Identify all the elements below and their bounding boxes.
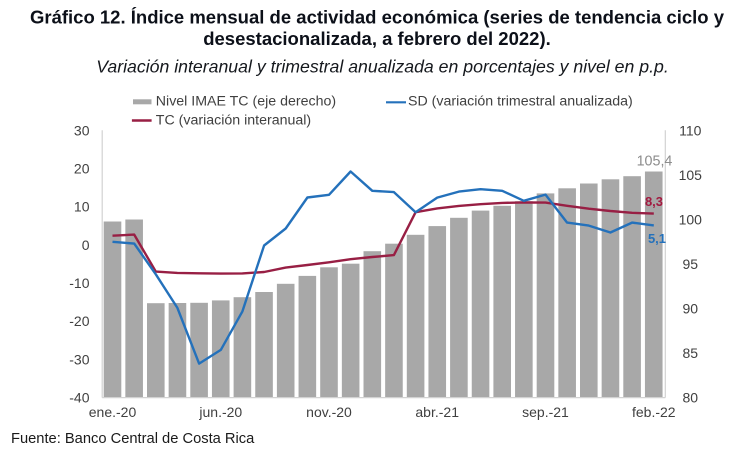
svg-text:feb.-22: feb.-22 <box>632 404 676 420</box>
svg-text:90: 90 <box>683 301 699 317</box>
svg-text:8,3: 8,3 <box>645 194 663 209</box>
svg-text:Nivel IMAE TC (eje derecho): Nivel IMAE TC (eje derecho) <box>156 94 336 110</box>
svg-text:-20: -20 <box>69 313 89 329</box>
svg-text:SD (variación trimestral anual: SD (variación trimestral anualizada) <box>408 94 633 110</box>
svg-text:nov.-20: nov.-20 <box>306 404 352 420</box>
svg-text:0: 0 <box>82 237 90 253</box>
svg-text:-30: -30 <box>69 351 89 367</box>
svg-text:110: 110 <box>679 122 702 138</box>
svg-text:80: 80 <box>683 390 699 406</box>
svg-text:Gráfico 12. Índice mensual de: Gráfico 12. Índice mensual de actividad … <box>30 7 725 28</box>
svg-text:-10: -10 <box>69 275 89 291</box>
svg-text:20: 20 <box>74 161 90 177</box>
svg-text:Variación interanual y trimest: Variación interanual y trimestral anuali… <box>96 57 669 77</box>
svg-text:30: 30 <box>74 122 90 138</box>
svg-text:abr.-21: abr.-21 <box>415 404 459 420</box>
svg-text:85: 85 <box>683 345 699 361</box>
svg-text:Fuente: Banco Central de Costa: Fuente: Banco Central de Costa Rica <box>11 431 255 447</box>
svg-text:sep.-21: sep.-21 <box>522 404 569 420</box>
svg-text:10: 10 <box>74 199 90 215</box>
svg-text:desestacionalizada, a febrero: desestacionalizada, a febrero del 2022). <box>203 28 551 49</box>
svg-text:100: 100 <box>679 211 703 227</box>
svg-text:105: 105 <box>679 167 703 183</box>
svg-text:-40: -40 <box>69 390 89 406</box>
svg-text:105,4: 105,4 <box>637 153 673 169</box>
svg-text:95: 95 <box>683 256 699 272</box>
svg-text:5,1: 5,1 <box>648 231 666 246</box>
svg-text:ene.-20: ene.-20 <box>89 404 137 420</box>
svg-text:jun.-20: jun.-20 <box>198 404 242 420</box>
svg-text:TC (variación interanual): TC (variación interanual) <box>156 112 311 128</box>
